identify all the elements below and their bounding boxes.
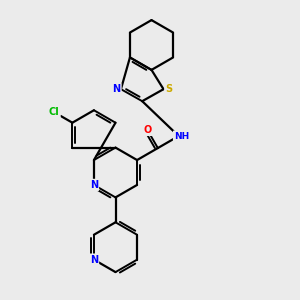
Text: O: O <box>143 125 152 135</box>
Text: N: N <box>90 180 98 190</box>
Text: Cl: Cl <box>49 107 60 117</box>
Text: NH: NH <box>174 131 189 140</box>
Text: S: S <box>165 84 172 94</box>
Text: N: N <box>112 84 121 94</box>
Text: N: N <box>90 255 98 265</box>
